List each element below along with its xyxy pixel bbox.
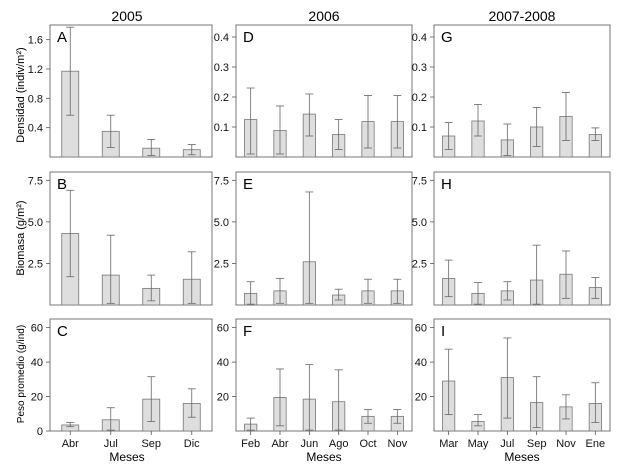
panel-frame: [433, 24, 611, 158]
panel-frame: [433, 171, 611, 306]
y-tick-label: 20: [217, 392, 229, 404]
y-tick-label: 0.8: [28, 93, 43, 105]
panel-e: E 2.5 5.0 7.5: [214, 171, 413, 306]
y-tick-label: 0.4: [28, 123, 43, 135]
y-tick-label: 0.2: [412, 92, 427, 104]
ylabel-peso-promedio: Peso promedio (g/ind): [16, 325, 27, 423]
y-tick-label: 7.5: [28, 175, 43, 187]
panels: A 0.4 0.8 1.2 1.6 D 0.1 0.2 0.3 0.4 G 0.1 0.2 0.3 0.4 B…: [28, 24, 611, 450]
x-tick-label: Jun: [300, 438, 318, 450]
panel-letter: F: [243, 323, 252, 340]
x-tick-label: Feb: [241, 438, 260, 450]
y-tick-label: 2.5: [412, 258, 427, 270]
ylabel-biomasa: Biomasa (g/m²): [15, 200, 27, 275]
panel-h: H 2.5 5.0 7.5: [412, 171, 611, 306]
x-tick-label: May: [468, 438, 489, 450]
x-tick-label: Dic: [184, 438, 200, 450]
panel-letter: G: [441, 29, 453, 46]
x-tick-label: Sep: [527, 438, 547, 450]
panel-letter: D: [243, 29, 254, 46]
panel-frame: [49, 24, 213, 158]
y-tick-label: 2.5: [214, 258, 229, 270]
column-title-2005: 2005: [111, 8, 142, 24]
panel-c: C 0 20 40 60 Abr Jul Sep Dic: [31, 318, 213, 450]
y-tick-label: 5.0: [214, 217, 229, 229]
y-tick-label: 60: [415, 323, 427, 335]
x-tick-label: Jul: [500, 438, 514, 450]
x-tick-label: Ago: [329, 438, 349, 450]
x-tick-label: Sep: [141, 438, 161, 450]
y-tick-label: 0.4: [214, 32, 229, 44]
panel-d: D 0.1 0.2 0.3 0.4: [214, 24, 413, 158]
y-tick-label: 7.5: [412, 175, 427, 187]
panel-g: G 0.1 0.2 0.3 0.4: [412, 24, 611, 158]
panel-i: I 20 40 60 Mar May Jul Sep Nov Ene: [415, 318, 611, 450]
y-tick-label: 1.6: [28, 35, 43, 47]
panel-a: A 0.4 0.8 1.2 1.6: [28, 24, 213, 158]
panel-frame: [49, 171, 213, 306]
y-tick-label: 2.5: [28, 258, 43, 270]
column-title-2006: 2006: [308, 8, 339, 24]
x-tick-label: Oct: [359, 438, 376, 450]
y-tick-label: 20: [415, 392, 427, 404]
ylabel-densidad: Densidad (indiv/m²): [15, 47, 27, 142]
y-tick-label: 0.3: [214, 62, 229, 74]
panel-letter: H: [441, 176, 452, 193]
y-tick-label: 0.2: [214, 92, 229, 104]
panel-frame: [433, 318, 611, 432]
y-tick-label: 40: [415, 357, 427, 369]
x-tick-label: Abr: [62, 438, 79, 450]
y-tick-label: 0.1: [412, 122, 427, 134]
xlabel-meses-2006: Meses: [306, 450, 341, 464]
y-tick-label: 60: [31, 323, 43, 335]
x-tick-label: Jul: [104, 438, 118, 450]
panel-frame: [235, 318, 413, 432]
x-tick-label: Nov: [388, 438, 408, 450]
y-tick-label: 0.1: [214, 122, 229, 134]
y-tick-label: 0.3: [412, 62, 427, 74]
panel-f: F 20 40 60 Feb Abr Jun Ago Oct Nov: [217, 318, 413, 450]
panel-frame: [235, 24, 413, 158]
panel-frame: [49, 318, 213, 432]
panel-letter: E: [243, 176, 253, 193]
y-tick-label: 60: [217, 323, 229, 335]
panel-letter: B: [57, 176, 67, 193]
y-tick-label: 1.2: [28, 64, 43, 76]
x-tick-label: Nov: [556, 438, 576, 450]
y-tick-label: 5.0: [412, 217, 427, 229]
y-tick-label: 20: [31, 392, 43, 404]
panel-letter: A: [57, 29, 67, 46]
x-tick-label: Mar: [439, 438, 458, 450]
y-tick-label: 5.0: [28, 217, 43, 229]
y-tick-label: 40: [31, 357, 43, 369]
xlabel-meses-2005: Meses: [109, 450, 144, 464]
y-tick-label: 0.4: [412, 32, 427, 44]
panel-b: B 2.5 5.0 7.5: [28, 171, 213, 306]
panel-letter: I: [441, 323, 445, 340]
column-title-2007-2008: 2007-2008: [489, 8, 556, 24]
x-tick-label: Abr: [271, 438, 288, 450]
panel-letter: C: [57, 323, 68, 340]
y-tick-label: 40: [217, 357, 229, 369]
y-tick-label: 0: [37, 426, 43, 438]
panel-frame: [235, 171, 413, 306]
x-tick-label: Ene: [586, 438, 606, 450]
y-tick-label: 7.5: [214, 175, 229, 187]
xlabel-meses-2007-2008: Meses: [504, 450, 539, 464]
